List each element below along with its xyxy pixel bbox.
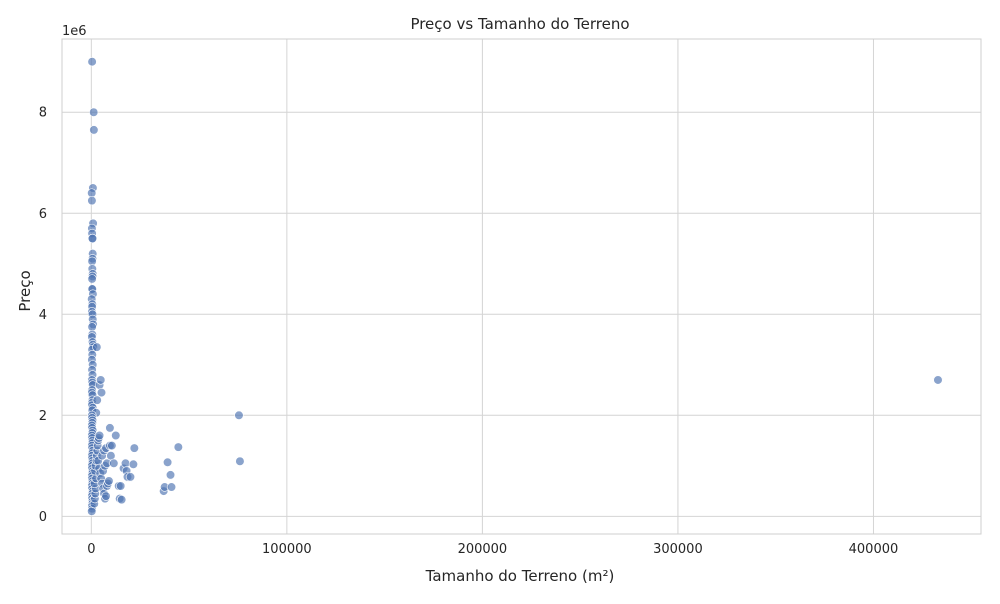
x-axis-title: Tamanho do Terreno (m²)	[425, 567, 615, 585]
y-tick-label: 8	[39, 106, 47, 121]
data-point	[92, 395, 102, 405]
data-point	[104, 476, 114, 486]
y-tick-label: 0	[39, 510, 47, 525]
data-point	[87, 57, 97, 67]
data-point	[933, 375, 943, 385]
y-axis-multiplier: 1e6	[62, 24, 87, 39]
data-point	[87, 274, 97, 284]
data-point	[87, 196, 97, 206]
data-point	[120, 458, 131, 468]
x-tick-label: 400000	[849, 542, 899, 557]
x-tick-label: 100000	[262, 542, 312, 557]
data-point	[125, 472, 136, 482]
data-point	[109, 458, 119, 468]
y-tick-label: 4	[39, 308, 47, 323]
plot-frame	[61, 38, 982, 535]
data-point	[94, 430, 105, 441]
x-tick-label: 300000	[653, 542, 703, 557]
data-point	[92, 342, 102, 352]
data-point	[89, 125, 99, 135]
data-point	[128, 459, 138, 469]
data-point	[105, 423, 115, 433]
data-point	[87, 233, 98, 244]
x-tick-label: 200000	[458, 542, 508, 557]
data-point	[173, 442, 183, 452]
chart-title: Preço vs Tamanho do Terreno	[410, 15, 629, 33]
x-tick-labels: 0 100000 200000 300000 400000	[87, 542, 898, 557]
data-point	[162, 457, 173, 467]
data-point	[107, 441, 117, 451]
data-point	[89, 107, 99, 117]
data-point	[116, 481, 126, 491]
data-point	[235, 456, 245, 466]
y-axis-title: Preço	[16, 270, 34, 311]
data-point	[166, 482, 177, 492]
data-point	[234, 410, 244, 420]
y-tick-labels: 0 2 4 6 8	[39, 106, 47, 525]
data-point	[111, 430, 121, 441]
data-point	[101, 491, 111, 501]
data-point	[96, 375, 106, 385]
data-point	[165, 470, 176, 480]
y-tick-label: 6	[39, 207, 47, 222]
data-point	[117, 495, 127, 505]
data-point	[96, 387, 107, 398]
data-point	[129, 443, 139, 453]
data-points	[87, 57, 943, 516]
grid	[62, 39, 981, 534]
x-tick-label: 0	[87, 542, 95, 557]
y-tick-label: 2	[39, 409, 47, 424]
